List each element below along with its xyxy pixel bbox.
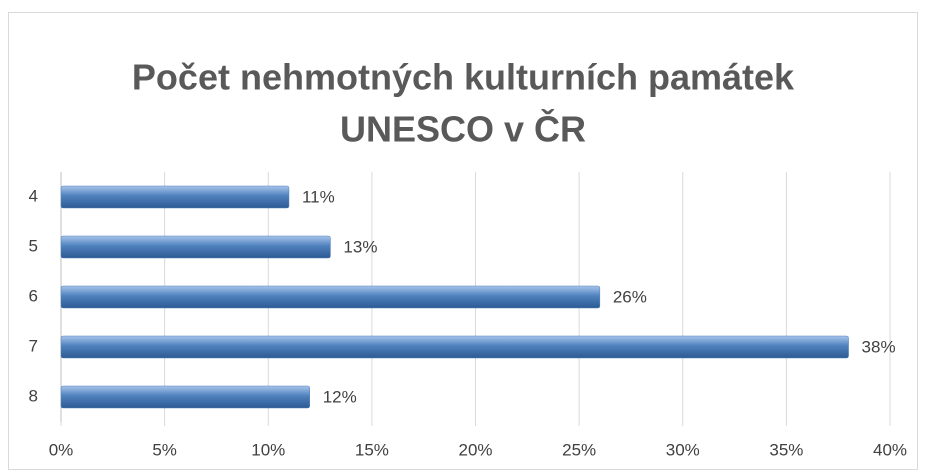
y-tick-label: 6 (29, 286, 38, 305)
x-tick-label: 0% (49, 440, 74, 459)
x-tick-label: 5% (152, 440, 177, 459)
y-tick-label: 7 (29, 336, 38, 355)
x-tick-label: 40% (873, 440, 907, 459)
x-tick-label: 15% (355, 440, 389, 459)
x-tick-label: 35% (769, 440, 803, 459)
value-label: 13% (343, 237, 377, 256)
x-tick-label: 20% (458, 440, 492, 459)
x-tick-label: 25% (562, 440, 596, 459)
bar (60, 185, 290, 209)
x-tick-label: 30% (666, 440, 700, 459)
chart-title: UNESCO v ČR (340, 108, 586, 150)
value-label: 11% (302, 187, 335, 206)
bar (60, 285, 601, 309)
y-tick-label: 8 (29, 386, 38, 405)
value-label: 38% (862, 337, 896, 356)
bar (60, 385, 310, 409)
chart-title: Počet nehmotných kulturních památek (132, 57, 795, 98)
bar (60, 335, 849, 359)
value-label: 26% (613, 287, 647, 306)
y-tick-label: 5 (29, 236, 38, 255)
y-tick-label: 4 (29, 186, 38, 205)
x-tick-label: 10% (251, 440, 285, 459)
bar (60, 235, 331, 259)
value-label: 12% (323, 387, 357, 406)
